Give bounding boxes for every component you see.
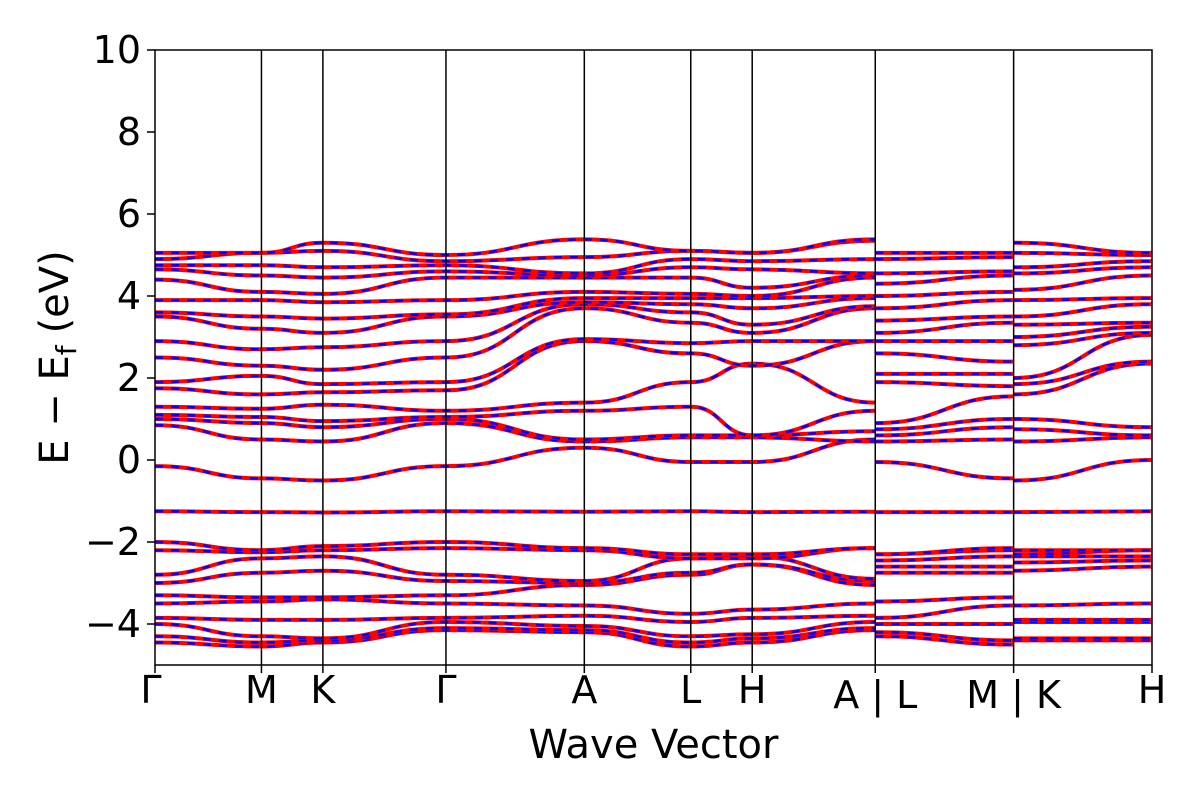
band-14-segment-0-spin-down (154, 405, 876, 437)
band-21-segment-1-spin-down (875, 315, 1014, 322)
band-21-segment-2-spin-down (1013, 302, 1153, 318)
band-7-segment-0-spin-down (154, 555, 876, 583)
band-24-segment-2-spin-down (1013, 266, 1153, 275)
band-11-segment-0-spin-up (154, 437, 876, 483)
x-tick-label-7: A | L (833, 673, 917, 718)
band-12-segment-2-spin-down (1013, 436, 1153, 443)
band-20-segment-0-spin-down (154, 296, 876, 335)
band-23-segment-2-spin-down (1013, 274, 1153, 292)
y-tick-label-0: −4 (85, 602, 141, 646)
band-lines (154, 237, 1153, 649)
x-tick-label-8: M | K (966, 673, 1062, 718)
band-25-segment-1-spin-down (875, 270, 1014, 275)
band-2-segment-0-spin-down (154, 620, 876, 640)
y-tick-label-3: 2 (117, 356, 141, 400)
band-11-segment-0-spin-down (154, 438, 876, 482)
y-tick-label-6: 8 (117, 110, 141, 154)
band-14-segment-2-spin-down (1013, 417, 1153, 429)
band-17-segment-0-spin-up (154, 337, 876, 387)
band-27-segment-2-spin-down (1013, 241, 1153, 255)
band-13-segment-1-spin-down (875, 425, 1014, 437)
band-27-segment-0-spin-up (155, 237, 876, 258)
band-13-segment-2-spin-down (1013, 428, 1153, 437)
y-tick-label-4: 4 (117, 274, 141, 318)
band-18-segment-2-spin-down (1013, 331, 1153, 347)
y-axis-label-unit: (eV) (32, 250, 78, 333)
band-12-segment-0-spin-down (154, 421, 876, 443)
band-15-segment-0-spin-up (154, 361, 876, 413)
band-16-segment-1-spin-down (875, 380, 1014, 388)
band-27-segment-0-spin-down (155, 238, 876, 257)
x-tick-label-0: Γ (140, 668, 161, 712)
y-axis-label-main: E − E (32, 355, 78, 465)
band-19-segment-2-spin-down (1013, 325, 1153, 339)
x-tick-label-4: A (571, 668, 597, 712)
band-23-segment-0-spin-up (154, 273, 876, 296)
y-tick-label-7: 10 (93, 28, 141, 72)
band-25-segment-2-spin-down (1013, 259, 1153, 269)
x-tick-label-9: H (1138, 668, 1167, 712)
y-tick-label-1: −2 (85, 520, 141, 564)
y-tick-label-2: 0 (117, 438, 141, 482)
x-tick-label-3: Γ (435, 668, 456, 712)
band-6-segment-0-spin-up (154, 562, 876, 586)
y-axis-label: E − Ef (eV) (32, 250, 83, 465)
band-18-segment-1-spin-down (875, 352, 1014, 363)
band-0-segment-1-spin-down (875, 635, 1014, 646)
band-20-segment-1-spin-down (875, 321, 1014, 335)
band-1-segment-1-spin-down (875, 630, 1014, 642)
band-4-segment-1-spin-down (875, 596, 1014, 603)
band-9-segment-1-spin-down (875, 546, 1014, 556)
x-tick-label-1: M (245, 668, 278, 712)
band-16-segment-2-spin-down (1013, 360, 1153, 386)
x-tick-label-2: K (310, 668, 336, 712)
band-23-segment-1-spin-down (875, 290, 1014, 298)
x-tick-label-6: H (738, 668, 767, 712)
y-axis-label-subscript: f (50, 344, 83, 355)
y-tick-label-5: 6 (117, 192, 141, 236)
band-4-segment-0-spin-up (154, 597, 876, 616)
band-17-segment-0-spin-down (154, 337, 876, 386)
band-13-segment-0-spin-down (154, 417, 876, 441)
band-7-segment-1-spin-down (875, 555, 1014, 562)
band-6-segment-2-spin-down (1013, 559, 1153, 564)
band-11-segment-2-spin-down (1013, 458, 1153, 482)
band-22-segment-1-spin-down (875, 298, 1014, 310)
band-5-segment-2-spin-down (1013, 565, 1153, 572)
band-3-segment-1-spin-down (875, 604, 1014, 620)
band-20-segment-2-spin-down (1013, 321, 1153, 326)
band-15-segment-0-spin-down (154, 362, 876, 413)
band-4-segment-2-spin-down (1013, 602, 1153, 607)
x-tick-label-5: L (680, 668, 701, 712)
band-23-segment-0-spin-down (154, 274, 876, 296)
band-19-segment-0-spin-down (154, 302, 876, 351)
band-12-segment-0-spin-up (154, 421, 876, 444)
band-17-segment-2-spin-down (1013, 333, 1153, 380)
x-axis-label: Wave Vector (529, 722, 780, 768)
y-axis-ticks: −4 −2 0 2 4 6 8 10 (85, 28, 155, 646)
band-15-segment-1-spin-down (875, 395, 1014, 425)
band-10-segment-2-spin-down (1013, 510, 1153, 514)
band-14-segment-1-spin-down (875, 417, 1014, 431)
band-15-segment-2-spin-down (1013, 362, 1153, 396)
band-12-segment-1-spin-down (875, 438, 1014, 443)
band-24-segment-1-spin-down (875, 274, 1014, 285)
band-26-segment-1-spin-down (875, 255, 1014, 261)
band-26-segment-2-spin-down (1013, 251, 1153, 257)
band-22-segment-2-spin-down (1013, 296, 1153, 302)
plot-frame (154, 49, 1153, 666)
band-11-segment-1-spin-down (875, 460, 1014, 480)
high-symmetry-lines (260, 50, 1015, 665)
